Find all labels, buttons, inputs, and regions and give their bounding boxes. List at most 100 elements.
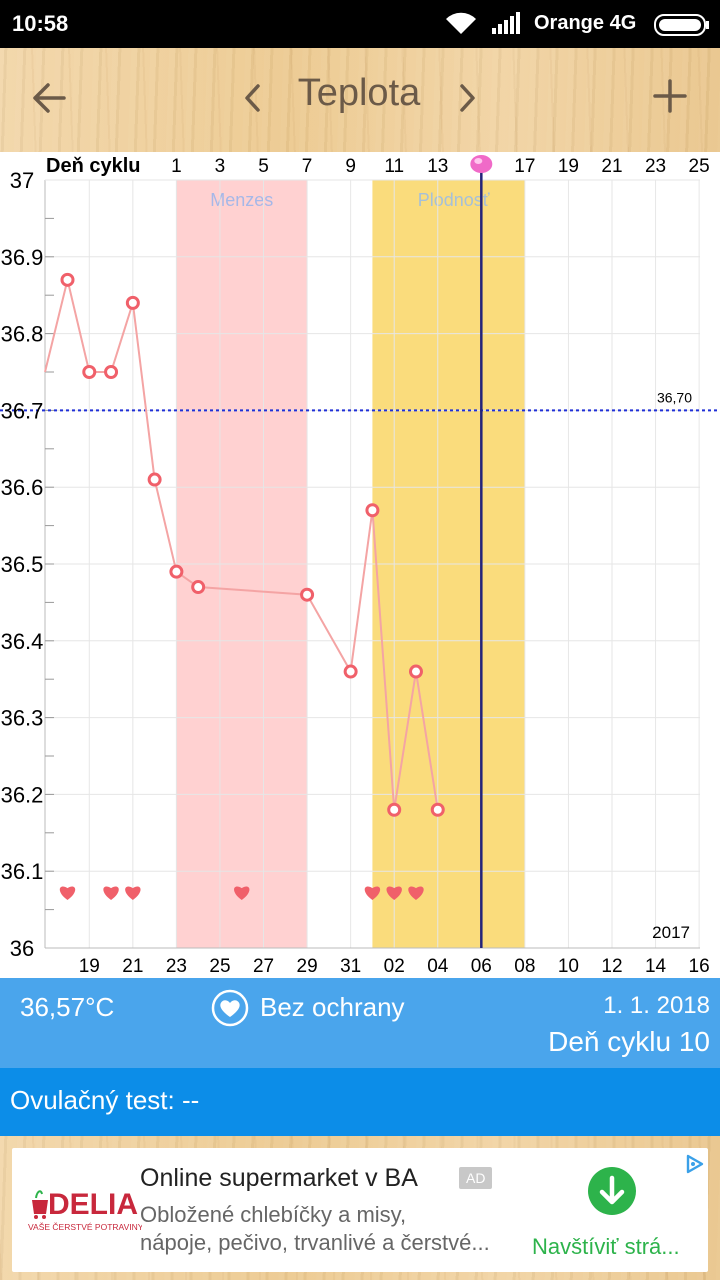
coverline-label: 36,70 bbox=[657, 389, 692, 405]
back-button[interactable] bbox=[30, 78, 70, 123]
temperature-value: 36,57°C bbox=[20, 992, 115, 1022]
heart-icon bbox=[234, 886, 250, 900]
bottom-tick-label: 31 bbox=[340, 956, 361, 977]
y-tick-label: 37 bbox=[10, 168, 34, 193]
signal-icon bbox=[492, 12, 520, 34]
temperature-point bbox=[147, 472, 162, 487]
top-tick-label: 13 bbox=[427, 156, 448, 177]
bottom-tick-label: 21 bbox=[122, 956, 143, 977]
bottom-tick-label: 06 bbox=[471, 956, 492, 977]
heart-icon bbox=[103, 886, 119, 900]
cycle-day-value: Deň cyklu 10 bbox=[548, 1026, 710, 1057]
bottom-tick-label: 08 bbox=[514, 956, 535, 977]
temperature-point bbox=[343, 664, 358, 679]
temperature-point bbox=[169, 564, 184, 579]
chevron-right-icon bbox=[460, 84, 475, 112]
top-tick-label: 25 bbox=[689, 156, 710, 177]
app-bar: Teplota bbox=[0, 48, 720, 152]
temperature-point bbox=[387, 802, 402, 817]
delia-logo: DELIA VAŠE ČERSTVÉ POTRAVINY bbox=[28, 1188, 142, 1232]
fertile-label: Plodnosť bbox=[418, 190, 490, 210]
next-button[interactable] bbox=[454, 82, 480, 119]
top-tick-label: 21 bbox=[601, 156, 622, 177]
temperature-point bbox=[430, 802, 445, 817]
temperature-point bbox=[104, 365, 119, 379]
ad-area: DELIA VAŠE ČERSTVÉ POTRAVINY Online supe… bbox=[0, 1136, 720, 1280]
y-tick-label: 36.5 bbox=[1, 552, 44, 577]
y-tick-label: 36 bbox=[10, 936, 34, 961]
y-tick-label: 36.3 bbox=[1, 706, 44, 731]
arrow-left-icon bbox=[33, 83, 66, 113]
ad-badge: AD bbox=[459, 1167, 493, 1189]
heart-icon bbox=[364, 886, 381, 900]
svg-text:VAŠE ČERSTVÉ POTRAVINY: VAŠE ČERSTVÉ POTRAVINY bbox=[28, 1222, 142, 1232]
page-title: Teplota bbox=[297, 72, 421, 114]
menses-label: Menzes bbox=[210, 190, 273, 210]
status-carrier: Orange 4G bbox=[534, 12, 637, 34]
bottom-tick-label: 10 bbox=[558, 956, 579, 977]
heart-icon bbox=[386, 886, 402, 900]
battery-icon bbox=[654, 14, 709, 36]
top-tick-label: 17 bbox=[514, 156, 535, 177]
ad-cta-link[interactable]: Navštíviť strá... bbox=[532, 1234, 680, 1259]
svg-text:DELIA: DELIA bbox=[48, 1188, 138, 1221]
chevron-left-icon bbox=[245, 84, 260, 112]
protection-label: Bez ochrany bbox=[260, 992, 405, 1022]
pink-dot-highlight bbox=[474, 158, 483, 164]
y-tick-label: 36.4 bbox=[1, 629, 44, 654]
ad-description-line-1: Obložené chlebíčky a misy, bbox=[140, 1202, 407, 1227]
download-icon[interactable] bbox=[587, 1166, 637, 1216]
adchoices-icon[interactable] bbox=[682, 1152, 706, 1176]
top-tick-label: 11 bbox=[384, 156, 404, 177]
temperature-chart[interactable]: Menzes Plodnosť 36,70 37 36.9 36.8 36.7 36.6 36.… bbox=[0, 152, 720, 978]
temperature-point bbox=[365, 503, 380, 518]
ovulation-test-bar[interactable]: Ovulačný test: -- bbox=[0, 1068, 720, 1136]
prev-button[interactable] bbox=[240, 82, 266, 119]
heart-circle-icon bbox=[211, 989, 249, 1027]
y-tick-label: 36.7 bbox=[1, 398, 44, 423]
top-tick-label: 19 bbox=[558, 156, 579, 177]
bottom-tick-label: 02 bbox=[384, 956, 405, 977]
heart-icon bbox=[59, 886, 76, 900]
ad-description-line-2: nápoje, pečivo, trvanlivé a čerstvé... bbox=[140, 1230, 490, 1255]
ovulation-test-label: Ovulačný test: -- bbox=[10, 1085, 200, 1115]
y-tick-label: 36.8 bbox=[1, 322, 44, 347]
bottom-tick-label: 29 bbox=[297, 956, 318, 977]
bottom-tick-label: 16 bbox=[689, 956, 710, 977]
heart-icon bbox=[408, 886, 424, 900]
temperature-point bbox=[82, 365, 97, 379]
y-tick-label: 36.6 bbox=[1, 475, 44, 500]
bottom-tick-label: 04 bbox=[427, 956, 449, 977]
info-panel[interactable]: 36,57°C Bez ochrany 1. 1. 2018 Deň cyklu… bbox=[0, 978, 720, 1068]
ad-card[interactable]: DELIA VAŠE ČERSTVÉ POTRAVINY Online supe… bbox=[12, 1148, 708, 1272]
top-tick-label: 5 bbox=[258, 156, 269, 177]
status-bar: 10:58 Orange 4G bbox=[0, 0, 720, 48]
chart-svg[interactable]: Menzes Plodnosť36,703736.936.836.736.636.… bbox=[0, 152, 720, 978]
top-tick-label: 1 bbox=[171, 156, 182, 177]
y-tick-label: 36.2 bbox=[1, 782, 44, 807]
bottom-tick-label: 14 bbox=[645, 956, 667, 977]
pink-dot-icon bbox=[470, 155, 493, 173]
temperature-point bbox=[408, 664, 423, 679]
date-value: 1. 1. 2018 bbox=[603, 992, 710, 1019]
wifi-icon bbox=[446, 12, 476, 35]
status-time: 10:58 bbox=[12, 11, 69, 36]
temperature-point bbox=[300, 587, 315, 602]
plus-icon bbox=[653, 79, 687, 113]
y-tick-label: 36.1 bbox=[1, 859, 44, 884]
top-tick-label: 23 bbox=[645, 156, 666, 177]
top-tick-label: 3 bbox=[215, 156, 226, 177]
bottom-tick-label: 25 bbox=[209, 956, 230, 977]
top-tick-label: 9 bbox=[345, 156, 356, 177]
ad-title: Online supermarket v BA bbox=[140, 1164, 418, 1192]
temperature-point bbox=[191, 580, 206, 595]
top-tick-label: 7 bbox=[302, 156, 313, 177]
heart-icon bbox=[125, 886, 141, 900]
year-label: 2017 bbox=[652, 923, 690, 942]
temperature-point bbox=[60, 272, 75, 287]
cycle-day-axis-label: Deň cyklu bbox=[46, 155, 140, 177]
bottom-tick-label: 27 bbox=[253, 956, 274, 977]
bottom-tick-label: 12 bbox=[601, 956, 622, 977]
bottom-tick-label: 23 bbox=[166, 956, 187, 977]
add-button[interactable] bbox=[652, 78, 688, 119]
